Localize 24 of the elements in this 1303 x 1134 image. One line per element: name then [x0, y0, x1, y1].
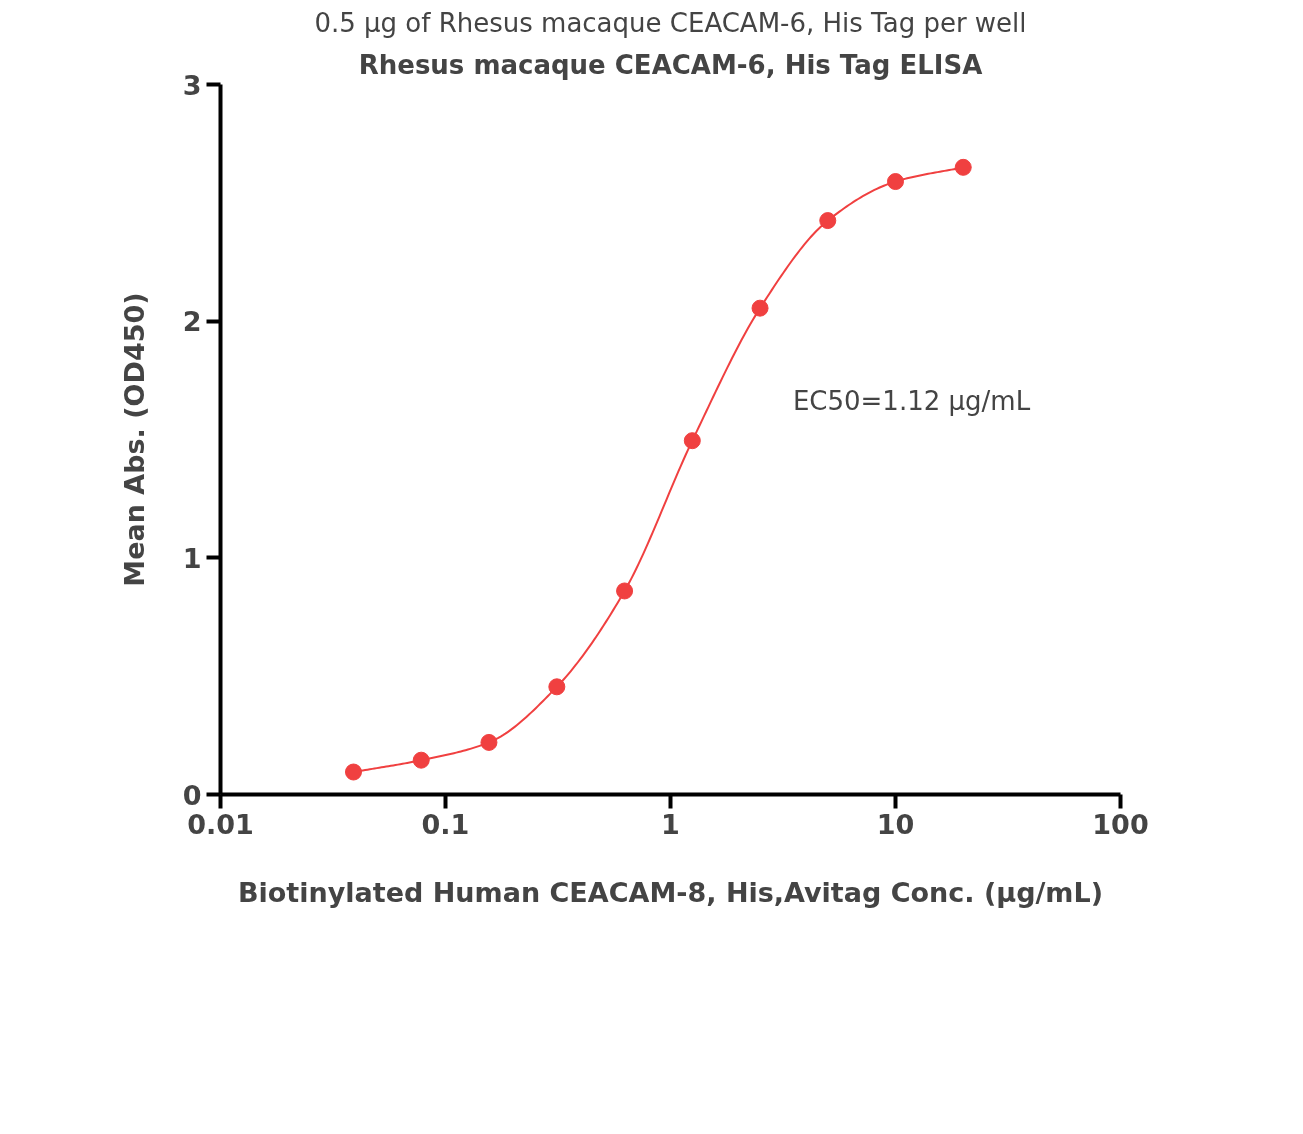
x-tick-label: 100 [1092, 808, 1149, 840]
y-tick-label: 0 [182, 779, 202, 811]
x-axis-title: Biotinylated Human CEACAM-8, His,Avitag Conc. (μg/mL) [237, 876, 1104, 908]
point [954, 158, 972, 176]
x-tick-label: 1 [661, 808, 680, 840]
chart-subtitle: 0.5 μg of Rhesus macaque CEACAM-6, His Tag per well [314, 7, 1027, 38]
point [344, 763, 362, 781]
point [751, 299, 769, 317]
annotation: EC50=1.12 μg/mL [792, 385, 1031, 416]
x-tick-label: 0.01 [187, 808, 254, 840]
y-tick-label: 2 [182, 306, 202, 338]
point [412, 751, 430, 769]
point [480, 733, 498, 751]
point [683, 432, 701, 450]
point [548, 678, 566, 696]
x-tick-label: 10 [876, 808, 915, 840]
chart-title: Rhesus macaque CEACAM-6, His Tag ELISA [358, 49, 983, 80]
y-tick-label: 1 [182, 542, 202, 574]
point [616, 582, 634, 600]
point [819, 212, 837, 230]
x-tick-label: 0.1 [421, 808, 470, 840]
point [887, 173, 904, 191]
y-axis-title: Mean Abs. (OD450) [118, 292, 150, 587]
y-tick-label: 3 [182, 69, 202, 101]
